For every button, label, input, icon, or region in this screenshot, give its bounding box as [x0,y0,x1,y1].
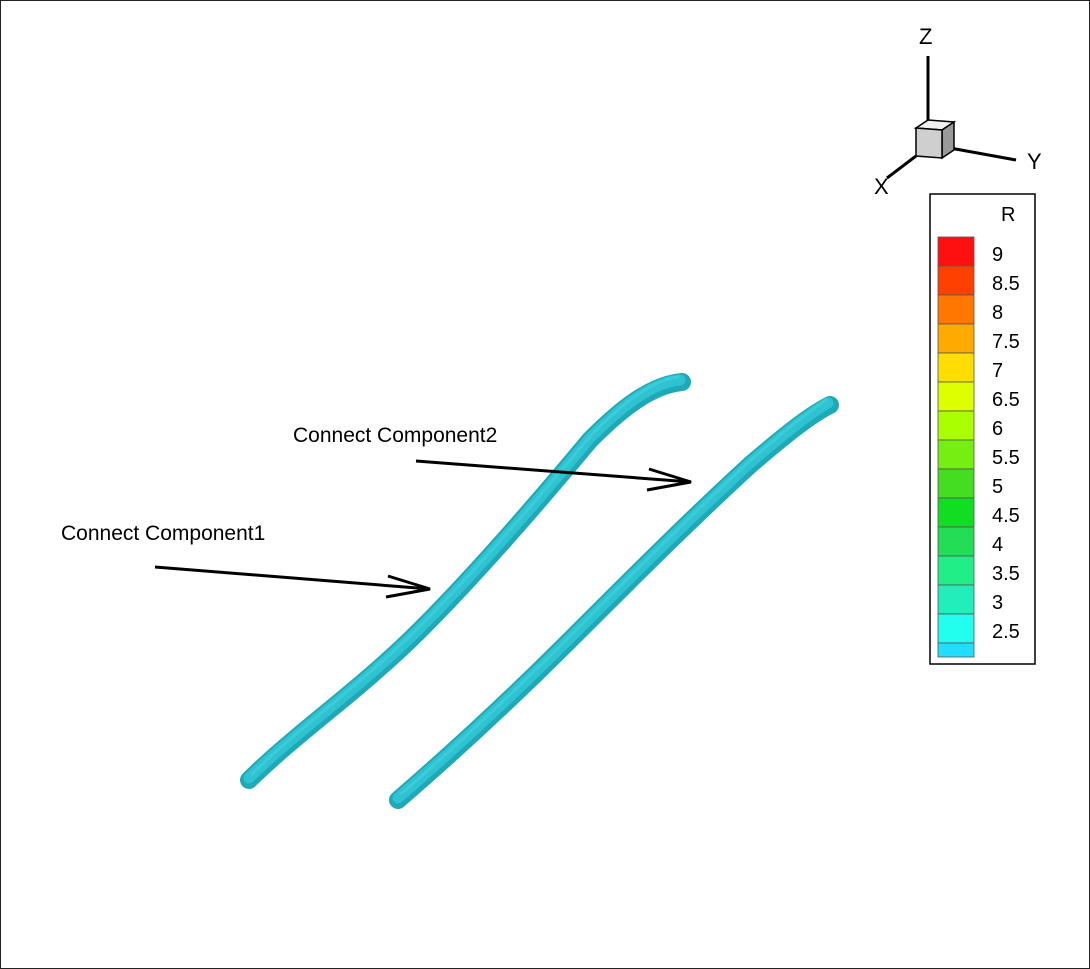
legend-level-label: 6 [992,418,1003,440]
legend-swatch [937,352,975,383]
z-axis-label: Z [919,24,932,49]
legend-level-label: 4.5 [992,505,1020,527]
legend-swatch [937,613,975,644]
x-axis-label: X [874,174,889,199]
legend-swatch [937,265,975,296]
legend-swatch [937,439,975,470]
legend-level-label: 8.5 [992,273,1020,295]
legend-level-label: 4 [992,534,1003,556]
legend-level-label: 9 [992,244,1003,266]
legend-level-label: 5.5 [992,447,1020,469]
legend-level-label: 2.5 [992,621,1020,643]
axes-triad: Z Y X [874,24,1042,199]
legend-level-label: 3.5 [992,563,1020,585]
legend-swatch [937,410,975,441]
legend-title: R [1001,204,1015,226]
legend-level-label: 8 [992,302,1003,324]
y-axis-label: Y [1027,149,1042,174]
legend-level-label: 6.5 [992,389,1020,411]
color-legend: R 9 8.5 8 7.5 7 6.5 6 5.5 5 4.5 4 3.5 3 2.5 [929,193,1036,665]
legend-swatch [937,236,975,267]
legend-level-label: 7 [992,360,1003,382]
annotation-component1-label: Connect Component1 [61,522,265,545]
triad-cube [913,119,957,160]
legend-swatches: 9 8.5 8 7.5 7 6.5 6 5.5 5 4.5 4 3.5 3 2.5 [937,236,1020,658]
legend-swatch [937,323,975,354]
legend-swatch [937,468,975,499]
legend-level-label: 7.5 [992,331,1020,353]
legend-swatch [937,294,975,325]
legend-level-label: 3 [992,592,1003,614]
legend-swatch [937,381,975,412]
tube-component1 [240,373,691,789]
annotation-component2-label: Connect Component2 [293,424,497,447]
legend-swatch [937,526,975,557]
arrow-component2 [415,459,692,492]
tube-component2 [389,396,839,809]
legend-swatch [937,584,975,615]
legend-swatch [937,555,975,586]
arrow-component1 [154,565,431,599]
legend-swatch [937,497,975,528]
legend-level-label: 5 [992,476,1003,498]
legend-swatch [937,642,975,658]
